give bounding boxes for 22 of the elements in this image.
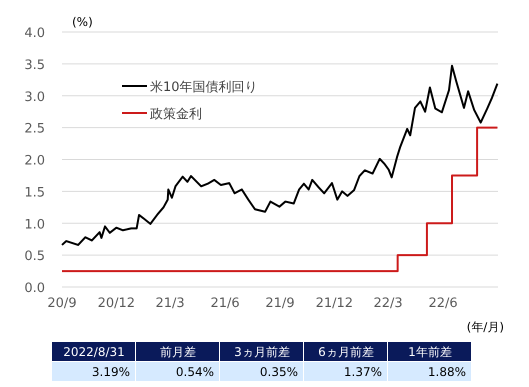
y-tick-label: 0.0 (24, 281, 45, 296)
y-axis-title: (%) (72, 15, 93, 29)
x-tick-label: 20/12 (98, 296, 136, 311)
y-tick-label: 2.5 (24, 122, 45, 137)
y-tick-label: 1.5 (24, 185, 45, 200)
x-axis-title: (年/月) (466, 320, 504, 334)
y-tick-label: 3.0 (24, 90, 45, 105)
y-tick-label: 3.5 (24, 58, 45, 73)
legend-label: 米10年国債利回り (150, 80, 258, 95)
x-tick-label: 21/3 (156, 296, 185, 311)
x-tick-label: 21/6 (210, 296, 240, 311)
y-tick-label: 2.0 (24, 154, 45, 168)
x-tick-label: 20/9 (47, 296, 77, 311)
x-tick-label: 21/12 (316, 296, 354, 311)
x-tick-label: 21/9 (265, 296, 295, 311)
legend-label: 政策金利 (150, 107, 202, 122)
y-tick-label: 0.5 (24, 249, 45, 264)
table: 2022/8/31 前月差 3ヵ月前差 6ヵ月前差 1年前差 3.19% 0.54% 0.35% 1.37% 1.88% (52, 342, 471, 381)
y-tick-label: 4.0 (24, 26, 45, 41)
y-tick-label: 1.0 (24, 217, 45, 232)
x-tick-label: 22/3 (374, 296, 403, 311)
x-tick-label: 22/6 (428, 296, 458, 311)
